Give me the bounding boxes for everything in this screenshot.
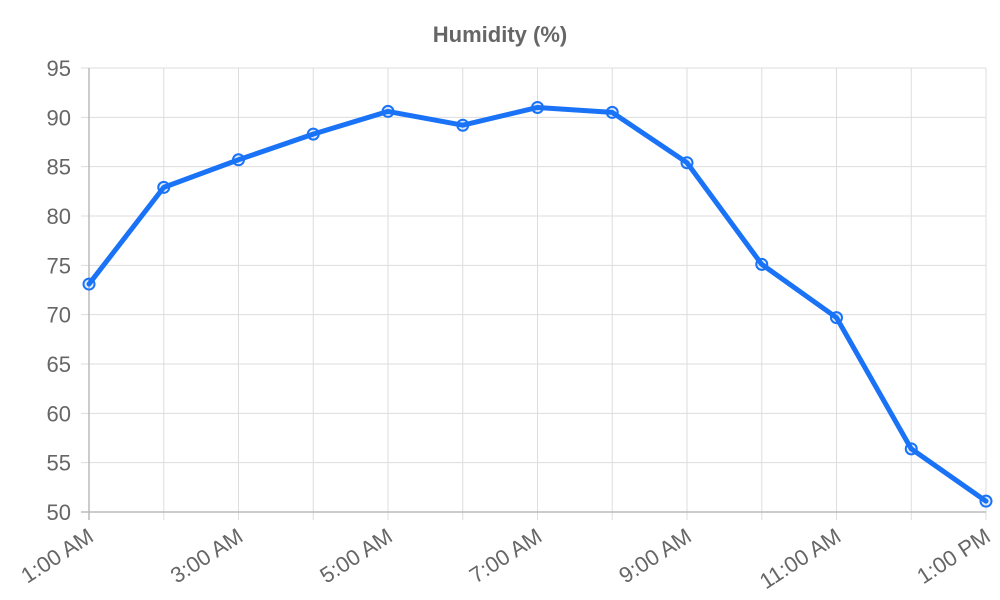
y-tick-label: 80	[47, 204, 71, 229]
x-tick-label: 5:00 AM	[315, 523, 396, 588]
x-tick-label: 1:00 AM	[16, 523, 97, 588]
x-tick-label: 9:00 AM	[614, 523, 695, 588]
grid-layer	[81, 67, 987, 520]
data-point	[82, 277, 96, 291]
series-layer	[82, 100, 993, 508]
data-point	[232, 153, 245, 167]
y-tick-label: 70	[47, 303, 71, 328]
data-point	[456, 118, 470, 132]
tick-label-layer: 50 55 60 65 70 75 80 85 90 95 1:00 AM 3:00 AM 5:00 A…	[16, 56, 994, 594]
data-point	[979, 494, 993, 508]
y-tick-label: 85	[47, 155, 71, 180]
y-tick-label: 50	[47, 500, 71, 525]
data-point	[306, 127, 320, 141]
y-tick-label: 65	[47, 352, 71, 377]
data-point	[605, 105, 619, 119]
x-tick-label: 1:00 PM	[912, 523, 994, 589]
y-tick-label: 75	[47, 253, 71, 278]
data-point	[830, 311, 843, 325]
data-point	[904, 442, 918, 456]
x-tick-label: 3:00 AM	[166, 523, 247, 588]
data-point	[680, 156, 694, 170]
data-point	[531, 100, 544, 114]
data-point	[755, 257, 769, 271]
y-tick-label: 55	[47, 451, 71, 476]
data-point	[381, 104, 395, 118]
chart-title: Humidity (%)	[433, 22, 567, 47]
data-point	[157, 180, 171, 194]
y-tick-label: 90	[47, 105, 71, 130]
axis-layer	[81, 68, 986, 520]
x-tick-label: 7:00 AM	[465, 523, 546, 588]
y-tick-label: 95	[47, 56, 71, 81]
series-line	[86, 104, 989, 504]
y-tick-label: 60	[47, 401, 71, 426]
x-tick-label: 11:00 AM	[755, 523, 845, 594]
